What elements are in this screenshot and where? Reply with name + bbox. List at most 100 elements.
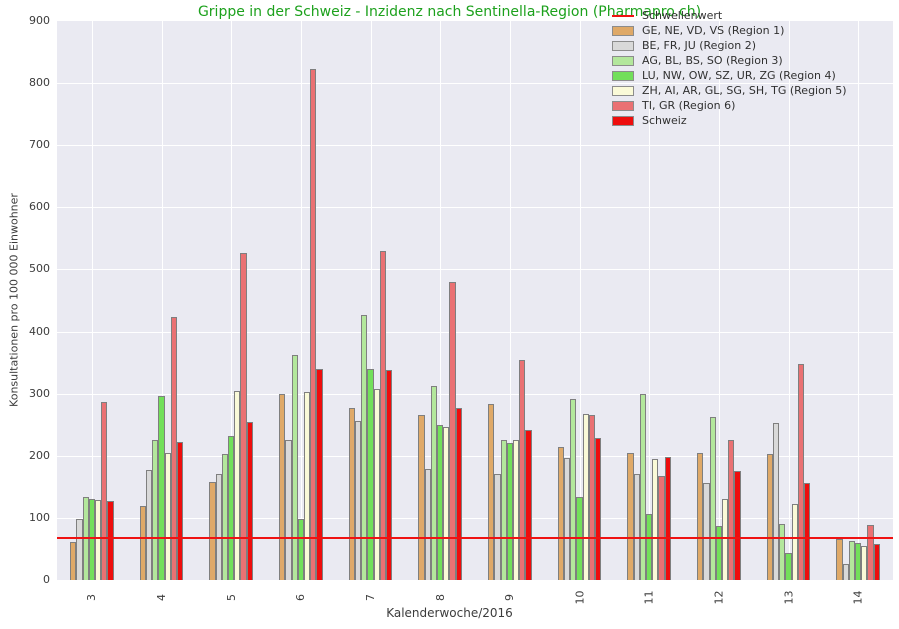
bar-week6-region5: [303, 391, 311, 580]
chart-title: Grippe in der Schweiz - Inzidenz nach Se…: [197, 4, 702, 20]
bar-week14-region6: [867, 525, 874, 580]
x-tick-text: 5: [224, 593, 238, 601]
bar-week11-region4: [646, 513, 653, 580]
bar-week5-region2: [215, 474, 222, 580]
legend-item: Schwellenwert: [612, 8, 847, 23]
legend-label: ZH, AI, AR, GL, SG, SH, TG (Region 5): [642, 84, 847, 97]
legend-item: TI, GR (Region 6): [612, 98, 847, 113]
bar-week4-region1: [139, 505, 146, 580]
x-tick-label: 7: [362, 583, 380, 611]
bar-week4-region4: [158, 396, 165, 580]
bar-week14-schweiz: [873, 544, 880, 580]
x-tick-label: 13: [780, 583, 798, 611]
legend-item: Schweiz: [612, 113, 847, 128]
bar-week9-region1: [488, 403, 495, 580]
x-tick-text: 7: [364, 593, 377, 601]
bar-week14-region2: [842, 563, 849, 580]
bar-week8-region1: [418, 415, 425, 580]
bar-week10-region5: [582, 413, 589, 580]
bar-week11-region3: [639, 394, 647, 580]
bar-week11-region2: [633, 474, 640, 580]
y-tick-label: 0: [43, 573, 50, 586]
bar-week9-region4: [506, 443, 513, 580]
legend-swatch: [612, 85, 634, 96]
legend-item: ZH, AI, AR, GL, SG, SH, TG (Region 5): [612, 83, 847, 98]
y-tick-label: 700: [29, 138, 50, 152]
gridline-vertical: [649, 21, 651, 580]
y-axis-label: Konsultationen pro 100 000 Einwohner: [7, 193, 21, 407]
bar-week3-region1: [70, 542, 77, 580]
bar-week14-region5: [861, 545, 868, 580]
bar-week5-region3: [221, 453, 229, 580]
gridline-horizontal: [57, 145, 893, 147]
legend-label: BE, FR, JU (Region 2): [642, 39, 756, 52]
gridline-vertical: [579, 21, 581, 580]
gridline-vertical: [231, 21, 233, 580]
bar-week13-region4: [785, 552, 792, 580]
x-tick-text: 4: [155, 593, 168, 601]
y-tick-label: 100: [29, 510, 50, 524]
bar-week6-region2: [285, 440, 292, 580]
legend-item: BE, FR, JU (Region 2): [612, 38, 847, 53]
bar-week6-region4: [297, 518, 304, 580]
gridline-vertical: [440, 21, 442, 580]
legend-swatch: [612, 115, 634, 126]
bar-week7-region2: [355, 421, 362, 580]
bar-week6-region6: [310, 68, 317, 580]
x-tick-label: 9: [501, 583, 519, 611]
legend-label: GE, NE, VD, VS (Region 1): [642, 24, 785, 37]
bar-week6-schweiz: [316, 368, 323, 580]
bar-week10-region6: [588, 414, 595, 580]
x-axis-label: Kalenderwoche/2016: [386, 606, 513, 620]
legend-swatch-threshold-line: [612, 14, 634, 17]
legend-label: TI, GR (Region 6): [642, 99, 736, 112]
bar-week13-region3: [779, 524, 786, 580]
bar-week5-region5: [234, 391, 241, 580]
bar-week14-region1: [836, 539, 843, 580]
bar-week13-region6: [797, 363, 804, 580]
bar-week12-schweiz: [734, 470, 741, 580]
bar-week3-region2: [76, 519, 83, 580]
bar-week7-region6: [379, 251, 386, 580]
bar-week11-schweiz: [664, 457, 671, 580]
bar-week12-region1: [697, 453, 704, 580]
bar-week13-region1: [766, 453, 773, 580]
bar-week10-region2: [564, 458, 571, 580]
bar-week3-region4: [88, 499, 95, 580]
bar-week3-schweiz: [107, 500, 114, 580]
bar-week4-region2: [146, 470, 153, 580]
x-tick-text: 8: [433, 593, 447, 601]
x-tick-text: 9: [503, 593, 517, 601]
legend-label: AG, BL, BS, SO (Region 3): [642, 54, 783, 67]
bar-week7-schweiz: [386, 370, 393, 580]
x-tick-label: 5: [222, 583, 240, 611]
x-tick-label: 12: [710, 583, 728, 611]
x-tick-label: 3: [83, 583, 101, 611]
bar-week4-region3: [152, 440, 159, 580]
bar-week5-region6: [240, 252, 247, 580]
x-tick-label: 10: [571, 583, 589, 611]
x-tick-label: 6: [292, 583, 310, 611]
gridline-vertical: [858, 21, 860, 580]
bar-week13-schweiz: [804, 483, 811, 580]
y-tick-label: 500: [29, 262, 50, 276]
bar-week10-region1: [557, 447, 564, 580]
bar-week6-region1: [279, 394, 286, 580]
bar-week9-region6: [519, 359, 526, 580]
y-tick-label: 400: [29, 324, 50, 338]
x-tick-text: 12: [712, 590, 726, 604]
gridline-vertical: [300, 21, 302, 580]
bar-week11-region5: [652, 458, 659, 580]
y-tick-label: 800: [29, 76, 50, 90]
bar-week14-region4: [855, 542, 862, 580]
bar-week6-region3: [291, 355, 298, 580]
legend: Schwellenwert GE, NE, VD, VS (Region 1) BE…: [612, 8, 847, 128]
bar-week3-region5: [94, 499, 102, 580]
bar-week12-region2: [703, 483, 710, 580]
bar-week13-region2: [773, 422, 780, 580]
legend-label: Schweiz: [642, 114, 687, 127]
bar-week8-region4: [437, 425, 444, 580]
bar-week4-schweiz: [177, 442, 184, 580]
threshold-line: [57, 536, 893, 539]
